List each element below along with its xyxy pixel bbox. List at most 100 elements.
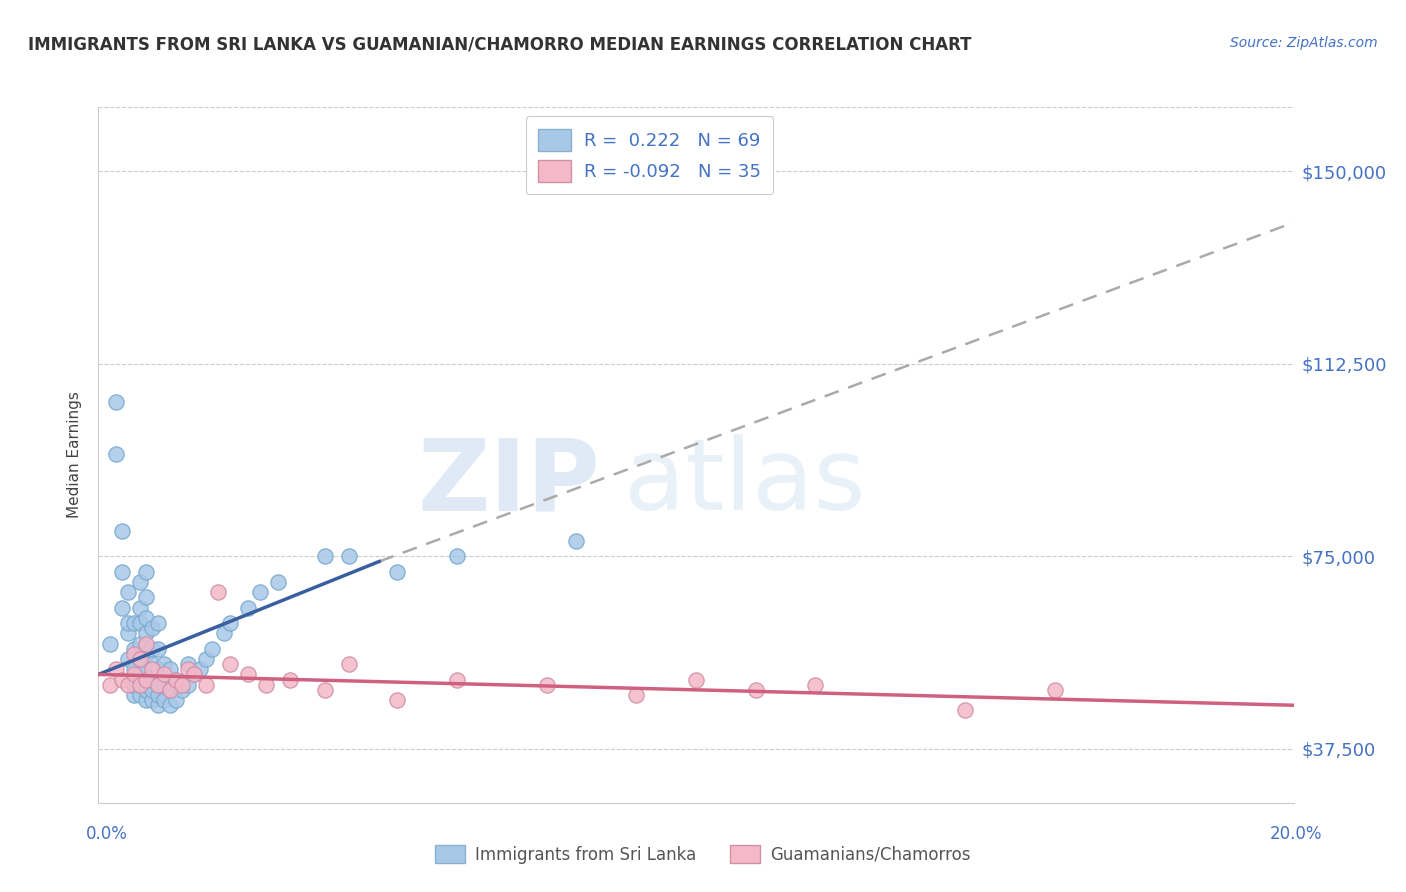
- Point: [153, 667, 176, 681]
- Point: [100, 637, 122, 651]
- Legend: R =  0.222   N = 69, R = -0.092   N = 35: R = 0.222 N = 69, R = -0.092 N = 35: [526, 116, 773, 194]
- Point: [141, 673, 163, 687]
- Point: [278, 673, 301, 687]
- Point: [159, 682, 181, 697]
- Point: [165, 673, 187, 687]
- Point: [129, 616, 152, 631]
- Point: [141, 657, 163, 672]
- Point: [124, 641, 146, 656]
- Text: Source: ZipAtlas.com: Source: ZipAtlas.com: [1230, 36, 1378, 50]
- Point: [135, 565, 157, 579]
- Point: [141, 682, 163, 697]
- Legend: Immigrants from Sri Lanka, Guamanians/Chamorros: Immigrants from Sri Lanka, Guamanians/Ch…: [429, 838, 977, 871]
- Point: [135, 693, 157, 707]
- Point: [183, 667, 205, 681]
- Point: [207, 585, 229, 599]
- Point: [129, 678, 152, 692]
- Point: [129, 652, 152, 666]
- Point: [446, 549, 468, 564]
- Point: [172, 682, 194, 697]
- Point: [249, 585, 271, 599]
- Point: [100, 678, 122, 692]
- Point: [141, 693, 163, 707]
- Text: atlas: atlas: [624, 434, 866, 532]
- Point: [135, 673, 157, 687]
- Point: [124, 616, 146, 631]
- Point: [117, 678, 139, 692]
- Point: [148, 698, 170, 713]
- Point: [117, 585, 139, 599]
- Point: [135, 647, 157, 661]
- Point: [159, 682, 181, 697]
- Point: [339, 657, 360, 672]
- Point: [105, 395, 128, 409]
- Point: [135, 673, 157, 687]
- Point: [148, 688, 170, 702]
- Point: [536, 678, 558, 692]
- Text: 20.0%: 20.0%: [1270, 825, 1323, 843]
- Point: [177, 678, 200, 692]
- Point: [565, 533, 588, 548]
- Point: [105, 662, 128, 676]
- Point: [188, 662, 211, 676]
- Point: [124, 662, 146, 676]
- Point: [745, 682, 768, 697]
- Point: [129, 574, 152, 589]
- Point: [446, 673, 468, 687]
- Point: [111, 673, 134, 687]
- Point: [135, 682, 157, 697]
- Point: [111, 524, 134, 538]
- Point: [165, 693, 187, 707]
- Point: [129, 652, 152, 666]
- Point: [124, 647, 146, 661]
- Point: [148, 678, 170, 692]
- Point: [315, 549, 337, 564]
- Point: [129, 667, 152, 681]
- Point: [385, 693, 409, 707]
- Point: [129, 678, 152, 692]
- Point: [135, 611, 157, 625]
- Point: [117, 626, 139, 640]
- Point: [111, 565, 134, 579]
- Point: [953, 703, 976, 717]
- Point: [141, 662, 163, 676]
- Text: ZIP: ZIP: [418, 434, 600, 532]
- Y-axis label: Median Earnings: Median Earnings: [67, 392, 83, 518]
- Point: [135, 591, 157, 605]
- Text: 0.0%: 0.0%: [86, 825, 128, 843]
- Text: IMMIGRANTS FROM SRI LANKA VS GUAMANIAN/CHAMORRO MEDIAN EARNINGS CORRELATION CHAR: IMMIGRANTS FROM SRI LANKA VS GUAMANIAN/C…: [28, 36, 972, 54]
- Point: [236, 667, 259, 681]
- Point: [183, 667, 205, 681]
- Point: [148, 678, 170, 692]
- Point: [177, 657, 200, 672]
- Point: [111, 600, 134, 615]
- Point: [117, 616, 139, 631]
- Point: [141, 641, 163, 656]
- Point: [212, 626, 235, 640]
- Point: [135, 626, 157, 640]
- Point: [148, 616, 170, 631]
- Point: [219, 616, 242, 631]
- Point: [129, 688, 152, 702]
- Point: [124, 678, 146, 692]
- Point: [315, 682, 337, 697]
- Point: [195, 678, 218, 692]
- Point: [254, 678, 277, 692]
- Point: [117, 652, 139, 666]
- Point: [141, 621, 163, 635]
- Point: [626, 688, 648, 702]
- Point: [385, 565, 409, 579]
- Point: [177, 662, 200, 676]
- Point: [201, 641, 224, 656]
- Point: [153, 678, 176, 692]
- Point: [148, 641, 170, 656]
- Point: [129, 637, 152, 651]
- Point: [195, 652, 218, 666]
- Point: [153, 657, 176, 672]
- Point: [135, 637, 157, 651]
- Point: [159, 662, 181, 676]
- Point: [339, 549, 360, 564]
- Point: [105, 447, 128, 461]
- Point: [267, 574, 290, 589]
- Point: [135, 662, 157, 676]
